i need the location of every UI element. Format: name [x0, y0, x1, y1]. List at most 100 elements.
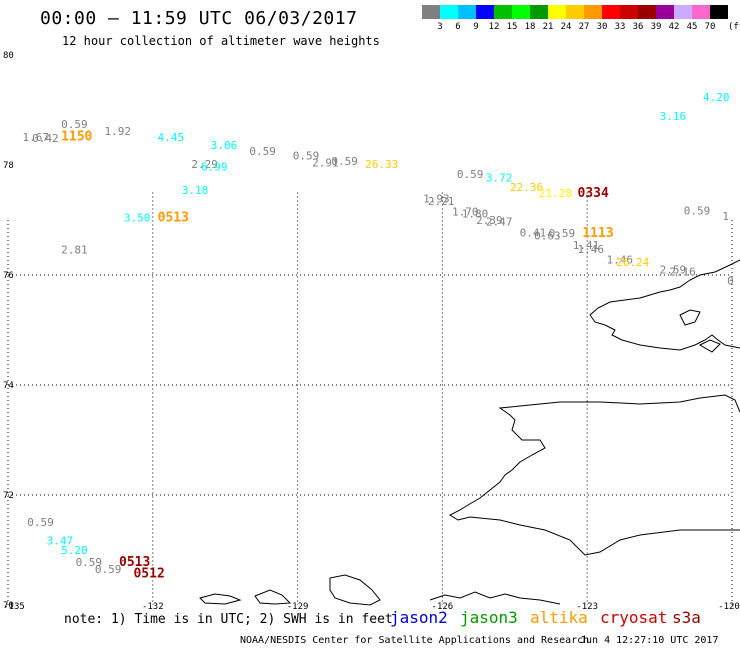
latitude-label: 72 [3, 491, 14, 501]
color-scale-tick: 3 [437, 22, 443, 32]
longitude-label: -135 [3, 602, 25, 612]
wave-height-value: 1 [722, 210, 729, 223]
credit-line: NOAA/NESDIS Center for Satellite Applica… [240, 635, 590, 646]
wave-height-value: 0.59 [249, 145, 275, 158]
wave-height-value: 4.20 [703, 91, 730, 104]
wave-height-value: 2.59 [660, 263, 687, 276]
color-swatch [512, 5, 530, 19]
color-swatch [674, 5, 692, 19]
wave-height-value: 4.45 [158, 131, 185, 144]
color-scale-labels: 3 6 9 12 15 18 21 24 27 30 33 36 39 42 45 70 [422, 22, 719, 32]
wave-height-value: 0.41 [520, 227, 547, 240]
wave-height-value: 5.20 [61, 544, 88, 557]
wave-height-value: 0.59 [76, 556, 103, 569]
coastline-island-2 [698, 339, 721, 353]
latitude-label: 80 [3, 51, 14, 61]
color-scale-unit: (ft) [728, 22, 740, 32]
wave-observations: 0.591.921.670.42 1150 4.453.06 0.59 0.592.91… [22, 91, 733, 581]
satellite-jason2: jason2 [390, 608, 448, 627]
color-swatch [458, 5, 476, 19]
pass-time-label: 0513 [119, 555, 150, 570]
wave-height-value: 0.59 [549, 227, 576, 240]
wave-height-value: 0.59 [457, 168, 484, 181]
color-swatch [692, 5, 710, 19]
wave-height-value: 0 [727, 274, 734, 287]
color-scale-tick: 45 [686, 22, 698, 32]
wave-height-value: 2.91 [312, 157, 339, 170]
coastline-island-1 [679, 309, 701, 326]
wave-height-value: 1.92 [105, 125, 131, 138]
generated-timestamp: Jun 4 12:27:10 UTC 2017 [580, 635, 719, 646]
wave-height-value: 2.39 [476, 214, 503, 227]
longitude-label: -126 [432, 602, 454, 612]
map-note: note: 1) Time is in UTC; 2) SWH is in fe… [64, 612, 393, 627]
wave-height-value: 0.59 [27, 516, 54, 529]
wave-height-value: 6.99 [201, 161, 228, 174]
wave-height-value: 26.24 [616, 256, 649, 269]
map-title: 00:00 – 11:59 UTC 06/03/2017 [40, 8, 358, 29]
color-scale-tick: 6 [455, 22, 461, 32]
color-scale-tick: 24 [560, 22, 572, 32]
coastline-small-island [199, 593, 242, 605]
color-swatch [476, 5, 494, 19]
wave-height-value: 2.81 [61, 244, 88, 257]
pass-time-label: 1150 [61, 129, 92, 144]
satellite-s3a: s3a [672, 608, 701, 627]
color-swatch [584, 5, 602, 19]
color-scale-tick: 33 [614, 22, 626, 32]
color-scale-tick: 15 [506, 22, 518, 32]
wave-height-value: 3.50 [124, 212, 151, 225]
color-swatch [422, 5, 440, 19]
color-scale-tick: 30 [596, 22, 608, 32]
wave-height-value: 21.28 [539, 187, 572, 200]
wave-height-value: 0.59 [95, 563, 122, 576]
graticule [7, 192, 733, 605]
coastline-mainland [448, 394, 740, 556]
coastline-banks-island [589, 259, 740, 351]
color-scale-tick: 18 [524, 22, 536, 32]
wave-height-value: 2.47 [486, 216, 512, 229]
latitude-label: 74 [3, 381, 14, 391]
color-scale-tick: 21 [542, 22, 554, 32]
color-scale-tick: 12 [488, 22, 500, 32]
color-swatch [656, 5, 674, 19]
coastline [199, 259, 740, 606]
color-swatch [548, 5, 566, 19]
color-swatch [566, 5, 584, 19]
wave-height-value: 0.59 [684, 205, 711, 218]
wave-height-value: 1.67 [22, 131, 49, 144]
wave-height-value: 0.42 [32, 132, 59, 145]
axis-labels: 80 78 76 74 72 70-135 -132 -129 -126 -123 -120 [3, 51, 740, 612]
color-swatch [638, 5, 656, 19]
wave-height-value: 26.33 [365, 158, 398, 171]
longitude-label: -123 [576, 602, 598, 612]
wave-height-value: 3.47 [47, 535, 74, 548]
color-scale-tick: 9 [473, 22, 479, 32]
map-subtitle: 12 hour collection of altimeter wave hei… [62, 34, 380, 48]
longitude-label: -129 [287, 602, 309, 612]
pass-time-label: 0334 [578, 186, 609, 201]
color-swatch [494, 5, 512, 19]
wave-height-value: 3.16 [660, 110, 687, 123]
color-swatch [530, 5, 548, 19]
coastline-southwest-arm [254, 589, 292, 605]
wave-height-value: 2.21 [428, 195, 455, 208]
coastline-delta [429, 591, 561, 605]
longitude-label: -132 [142, 602, 164, 612]
wave-height-value: 0.63 [534, 229, 561, 242]
wave-height-value: 1.70 [452, 206, 479, 219]
latitude-label: 70 [3, 601, 14, 611]
wave-height-value: 3.18 [182, 184, 209, 197]
wave-height-value: 1.41 [573, 239, 600, 252]
satellite-altika: altika [530, 608, 588, 627]
latitude-label: 76 [3, 271, 14, 281]
satellite-cryosat: cryosat [600, 608, 668, 627]
wave-height-value: 2.29 [191, 158, 218, 171]
wave-height-value: 3.72 [486, 172, 512, 185]
wave-height-value: 1.46 [607, 253, 634, 266]
wave-height-value: 3.06 [211, 139, 238, 152]
wave-height-value: 0.59 [61, 118, 88, 131]
pass-time-label: 0513 [158, 211, 189, 226]
wave-height-value: 1.80 [462, 207, 489, 220]
